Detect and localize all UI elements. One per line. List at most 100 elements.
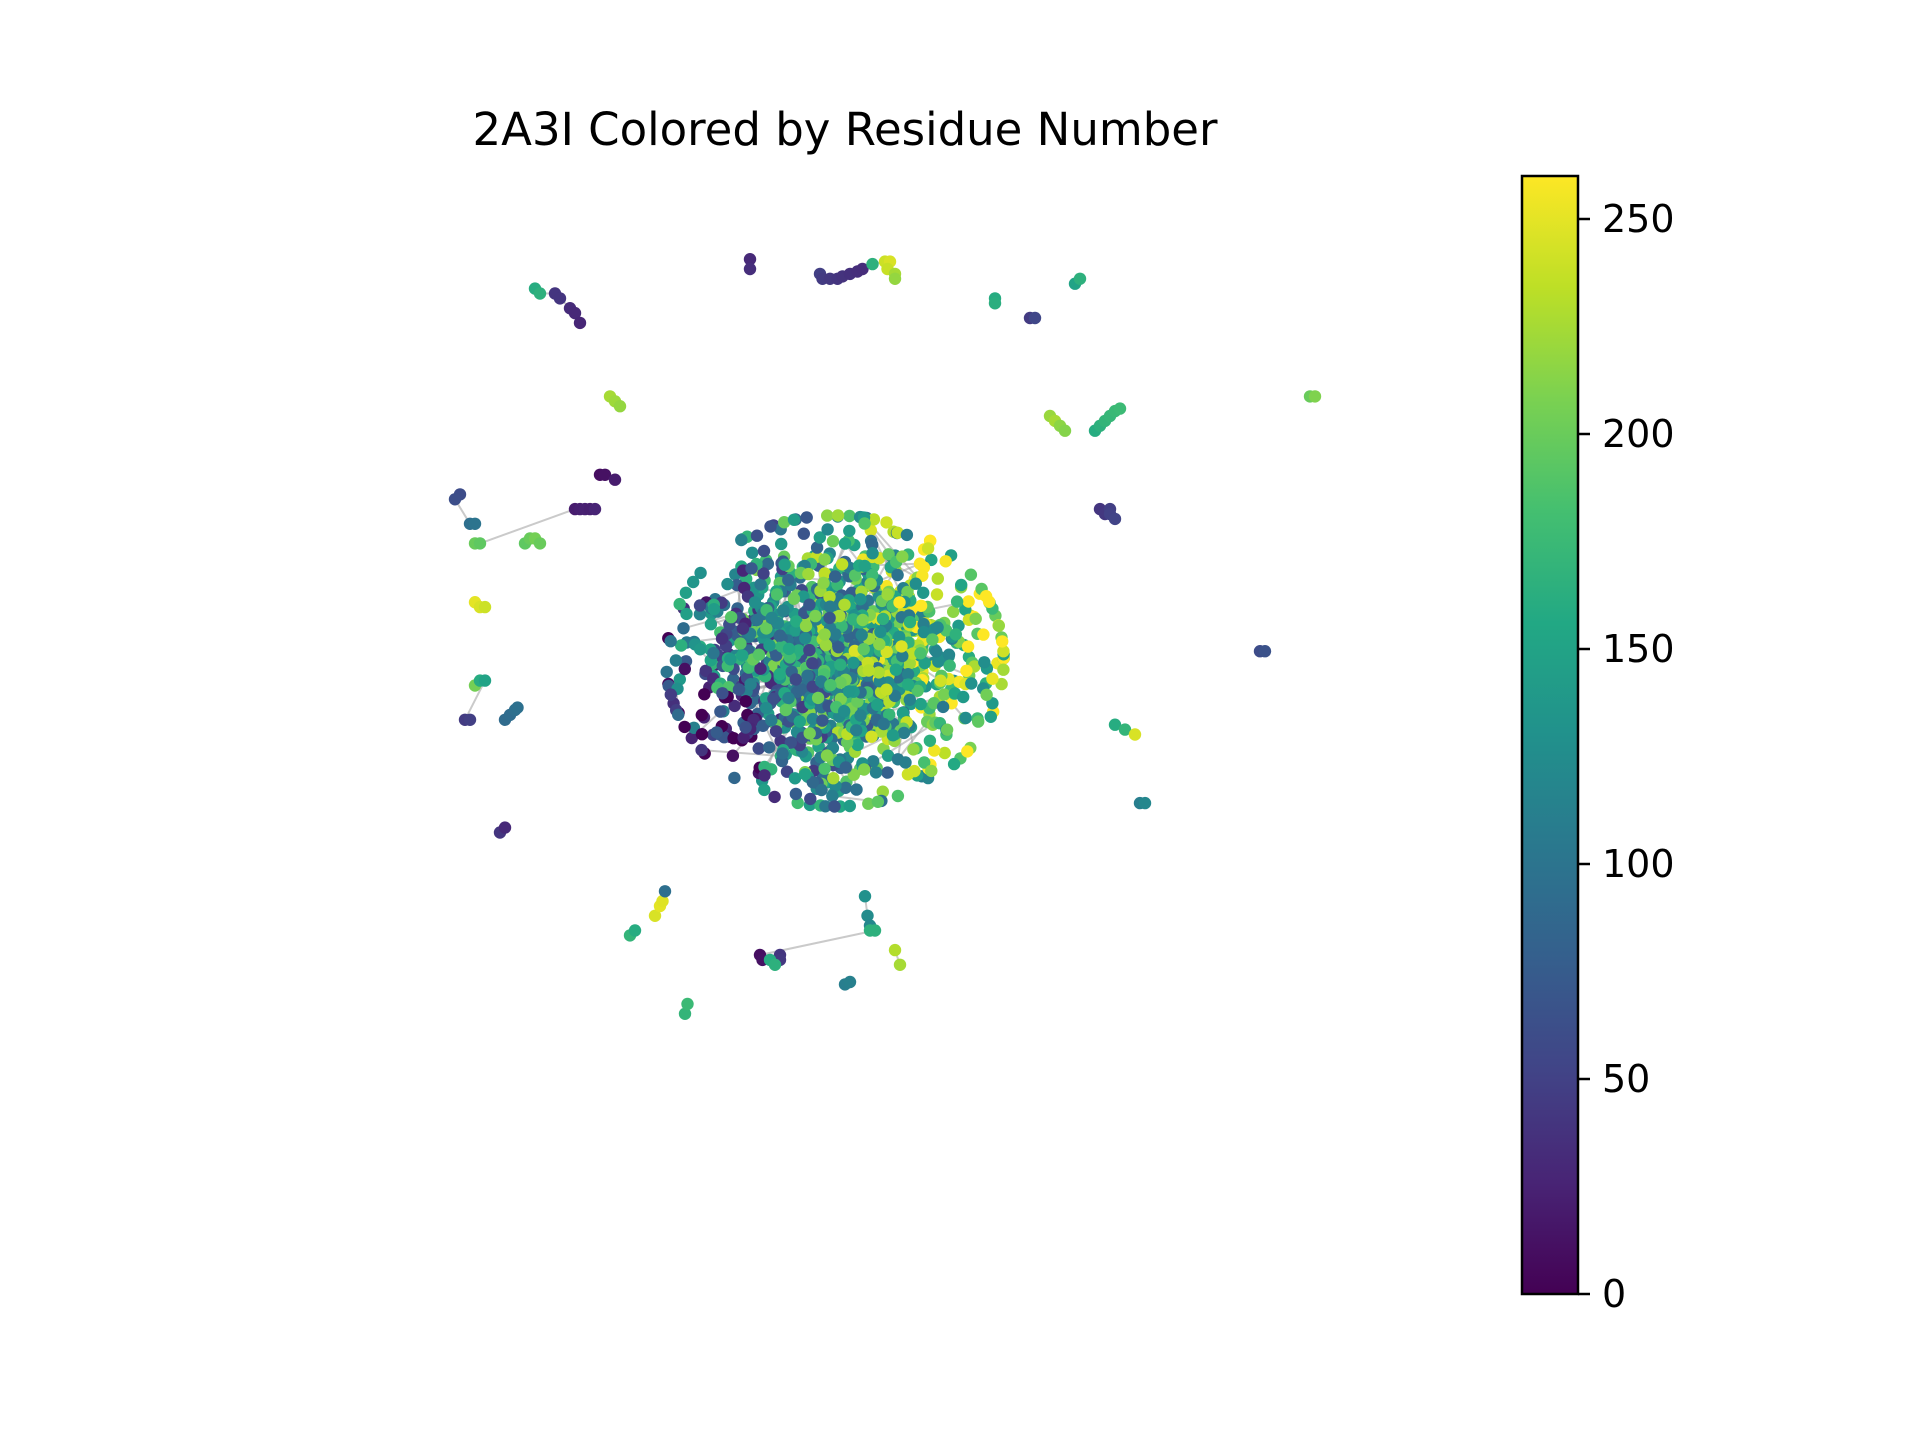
core-node bbox=[926, 633, 938, 645]
peripheral-node bbox=[744, 263, 756, 275]
core-node bbox=[771, 588, 783, 600]
colorbar-tick-label: 250 bbox=[1602, 197, 1675, 241]
core-node bbox=[904, 616, 916, 628]
core-node bbox=[839, 537, 851, 549]
core-node bbox=[734, 637, 746, 649]
core-node bbox=[858, 763, 870, 775]
core-node bbox=[930, 645, 942, 657]
core-node bbox=[728, 772, 740, 784]
core-node bbox=[970, 613, 982, 625]
core-node bbox=[818, 763, 830, 775]
core-node bbox=[677, 622, 689, 634]
core-node bbox=[799, 632, 811, 644]
core-node bbox=[721, 578, 733, 590]
peripheral-node bbox=[1029, 312, 1041, 324]
core-node bbox=[661, 666, 673, 678]
peripheral-node bbox=[769, 959, 781, 971]
core-node bbox=[818, 628, 830, 640]
peripheral-node bbox=[511, 701, 523, 713]
core-node bbox=[694, 567, 706, 579]
core-node bbox=[922, 542, 934, 554]
core-node bbox=[962, 640, 974, 652]
core-node bbox=[768, 791, 780, 803]
core-node bbox=[774, 629, 786, 641]
peripheral-node bbox=[609, 474, 621, 486]
core-node bbox=[850, 724, 862, 736]
core-node bbox=[977, 628, 989, 640]
core-node bbox=[821, 523, 833, 535]
core-node bbox=[763, 741, 775, 753]
core-node bbox=[763, 639, 775, 651]
peripheral-node bbox=[629, 924, 641, 936]
core-node bbox=[986, 673, 998, 685]
core-node bbox=[870, 766, 882, 778]
core-node bbox=[850, 783, 862, 795]
core-node bbox=[740, 695, 752, 707]
core-node bbox=[672, 709, 684, 721]
core-node bbox=[774, 668, 786, 680]
core-node bbox=[749, 596, 761, 608]
core-node bbox=[858, 643, 870, 655]
core-node bbox=[832, 509, 844, 521]
core-node bbox=[827, 772, 839, 784]
core-node bbox=[727, 750, 739, 762]
core-node bbox=[766, 612, 778, 624]
peripheral-node bbox=[869, 924, 881, 936]
core-node bbox=[838, 705, 850, 717]
core-node bbox=[832, 641, 844, 653]
core-node bbox=[901, 529, 913, 541]
core-node bbox=[824, 679, 836, 691]
core-node bbox=[782, 692, 794, 704]
core-node bbox=[745, 562, 757, 574]
core-node bbox=[978, 656, 990, 668]
peripheral-node bbox=[889, 944, 901, 956]
core-node bbox=[871, 699, 883, 711]
core-node bbox=[943, 649, 955, 661]
peripheral-node bbox=[449, 493, 461, 505]
core-node bbox=[824, 601, 836, 613]
peripheral-node bbox=[534, 537, 546, 549]
peripheral-node bbox=[474, 537, 486, 549]
core-node bbox=[753, 742, 765, 754]
core-node bbox=[866, 547, 878, 559]
core-node bbox=[948, 758, 960, 770]
core-node bbox=[847, 657, 859, 669]
core-node bbox=[788, 593, 800, 605]
core-node bbox=[735, 534, 747, 546]
core-node bbox=[972, 715, 984, 727]
peripheral-node bbox=[844, 976, 856, 988]
core-node bbox=[857, 614, 869, 626]
core-node bbox=[754, 578, 766, 590]
peripheral-node bbox=[589, 503, 601, 515]
core-node bbox=[940, 555, 952, 567]
peripheral-node bbox=[1259, 645, 1271, 657]
core-node bbox=[695, 744, 707, 756]
core-node bbox=[751, 530, 763, 542]
core-node bbox=[865, 731, 877, 743]
core-node bbox=[980, 590, 992, 602]
core-node bbox=[705, 618, 717, 630]
core-node bbox=[716, 687, 728, 699]
core-node bbox=[708, 603, 720, 615]
core-node bbox=[725, 611, 737, 623]
core-node bbox=[707, 647, 719, 659]
core-node bbox=[997, 664, 1009, 676]
core-node bbox=[778, 559, 790, 571]
core-node bbox=[902, 678, 914, 690]
core-node bbox=[856, 629, 868, 641]
core-node bbox=[790, 788, 802, 800]
core-node bbox=[829, 570, 841, 582]
core-node bbox=[881, 588, 893, 600]
core-node bbox=[910, 578, 922, 590]
core-node bbox=[799, 768, 811, 780]
core-node bbox=[960, 665, 972, 677]
core-node bbox=[955, 579, 967, 591]
core-node bbox=[840, 761, 852, 773]
core-node bbox=[985, 711, 997, 723]
core-node bbox=[980, 689, 992, 701]
colorbar-tick-label: 0 bbox=[1602, 1272, 1626, 1316]
core-node bbox=[716, 632, 728, 644]
